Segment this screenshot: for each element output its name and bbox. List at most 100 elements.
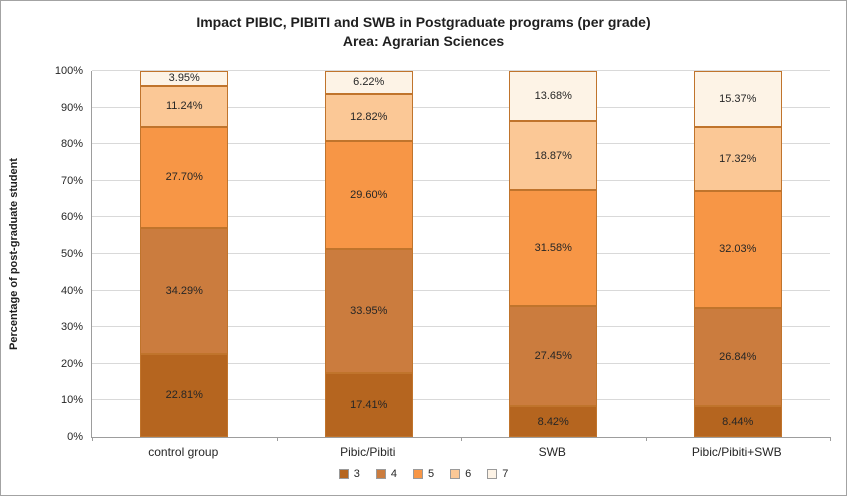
bar-segment: 6.22% <box>324 71 413 94</box>
y-tick-label: 10% <box>60 394 83 407</box>
bar-segment: 26.84% <box>693 307 782 407</box>
bar-segment: 34.29% <box>140 228 229 354</box>
gridline <box>92 216 830 218</box>
y-tick-label: 60% <box>60 211 83 224</box>
bar-column: 8.42% 27.45% 31.58% 18.87% 13.68% <box>461 71 646 437</box>
gridline <box>92 70 830 71</box>
gridline <box>92 106 830 108</box>
y-tick-label: 80% <box>60 138 83 151</box>
bar-segment: 3.95% <box>140 71 229 86</box>
legend-item: 5 <box>412 468 435 480</box>
x-tick-mark <box>830 437 831 441</box>
segment-value-label: 8.44% <box>722 415 754 428</box>
segment-value-label: 8.42% <box>537 415 569 428</box>
y-axis: 0% 10% 20% 30% 40% 50% 60% 70% 80% 90% 100% <box>1 65 85 443</box>
segment-value-label: 29.60% <box>350 188 388 201</box>
segment-value-label: 6.22% <box>353 76 385 89</box>
plot-area: 22.81% 34.29% 27.70% 11.24% 3.95% 17.41% 33.95… <box>91 70 831 441</box>
legend-swatch <box>338 469 349 479</box>
bar-column: 8.44% 26.84% 32.03% 17.32% 15.37% <box>646 71 831 437</box>
gridline <box>92 362 830 364</box>
legend-swatch <box>487 469 498 479</box>
y-tick-label: 30% <box>60 321 83 334</box>
segment-value-label: 22.81% <box>165 389 203 402</box>
bar-column: 17.41% 33.95% 29.60% 12.82% 6.22% <box>277 71 462 437</box>
y-tick-label: 20% <box>60 357 83 370</box>
legend-swatch <box>450 469 461 479</box>
category-label: control group <box>148 445 219 459</box>
category-label: Pibic/Pibiti <box>340 445 396 459</box>
bar-segment: 29.60% <box>324 140 413 250</box>
segment-value-label: 32.03% <box>719 243 757 256</box>
legend: 3 4 5 6 7 <box>1 468 846 480</box>
legend-swatch <box>375 469 386 479</box>
legend-item: 6 <box>450 468 471 480</box>
segment-value-label: 15.37% <box>719 93 757 106</box>
segment-value-label: 27.70% <box>165 171 203 184</box>
segment-value-label: 17.41% <box>350 399 388 412</box>
segment-value-label: 11.24% <box>166 100 203 113</box>
bar-segment: 15.37% <box>693 71 782 128</box>
segment-value-label: 13.68% <box>534 90 572 103</box>
y-tick-label: 70% <box>60 174 83 187</box>
gridline <box>92 399 830 401</box>
bar-column: 22.81% 34.29% 27.70% 11.24% 3.95% <box>92 71 277 437</box>
bar-segment: 27.45% <box>509 305 598 407</box>
x-tick-mark <box>461 437 462 441</box>
y-tick-label: 50% <box>60 248 83 260</box>
gridline <box>92 289 830 291</box>
stacked-bar: 8.42% 27.45% 31.58% 18.87% 13.68% <box>509 71 598 437</box>
legend-item: 7 <box>487 468 508 480</box>
bar-segment: 17.41% <box>324 373 413 437</box>
segment-value-label: 18.87% <box>534 149 572 162</box>
stacked-bar: 22.81% 34.29% 27.70% 11.24% 3.95% <box>140 71 229 437</box>
y-tick-label: 0% <box>67 431 83 443</box>
legend-label: 6 <box>465 468 472 480</box>
chart-subtitle: Area: Agrarian Sciences <box>342 33 505 49</box>
legend-label: 4 <box>390 468 397 480</box>
gridline <box>92 253 830 254</box>
bar-segment: 13.68% <box>509 71 598 122</box>
y-tick-label: 90% <box>60 101 83 114</box>
legend-label: 3 <box>353 468 360 480</box>
legend-swatch <box>412 469 423 479</box>
segment-value-label: 17.32% <box>719 152 757 165</box>
x-tick-mark <box>92 437 93 441</box>
legend-label: 5 <box>427 468 435 480</box>
x-tick-mark <box>276 437 278 441</box>
gridline <box>92 326 830 328</box>
bar-segment: 22.81% <box>140 353 229 437</box>
bar-segment: 17.32% <box>693 127 782 191</box>
gridline <box>92 143 830 145</box>
segment-value-label: 34.29% <box>165 284 203 297</box>
legend-label: 7 <box>502 468 509 480</box>
bar-segment: 31.58% <box>509 190 598 306</box>
segment-value-label: 33.95% <box>350 305 388 318</box>
segment-value-label: 31.58% <box>534 241 572 254</box>
chart-title: Impact PIBIC, PIBITI and SWB in Postgrad… <box>196 14 651 30</box>
x-tick-mark <box>645 437 647 441</box>
gridline <box>92 179 830 181</box>
segment-value-label: 12.82% <box>350 111 388 124</box>
bar-segment: 32.03% <box>693 190 782 308</box>
bar-segment: 8.44% <box>693 406 782 437</box>
segment-value-label: 3.95% <box>168 72 200 85</box>
segment-value-label: 27.45% <box>534 349 572 362</box>
bar-segment: 8.42% <box>509 406 598 437</box>
category-label: SWB <box>538 445 566 459</box>
legend-item: 3 <box>338 468 360 480</box>
y-tick-label: 40% <box>60 284 83 297</box>
segment-value-label: 26.84% <box>719 351 757 363</box>
bar-segment: 18.87% <box>509 121 598 191</box>
bar-segment: 11.24% <box>140 85 229 127</box>
bar-segment: 27.70% <box>140 126 229 229</box>
legend-item: 4 <box>375 468 397 480</box>
bar-segment: 33.95% <box>324 249 413 374</box>
bar-segment: 12.82% <box>324 93 413 141</box>
x-axis-labels: control group Pibic/Pibiti SWB Pibic/Pibiti… <box>91 445 829 459</box>
stacked-bar: 8.44% 26.84% 32.03% 17.32% 15.37% <box>693 71 782 437</box>
y-tick-label: 100% <box>54 65 83 77</box>
stacked-bar: 17.41% 33.95% 29.60% 12.82% 6.22% <box>324 71 413 437</box>
category-label: Pibic/Pibiti+SWB <box>691 445 782 459</box>
